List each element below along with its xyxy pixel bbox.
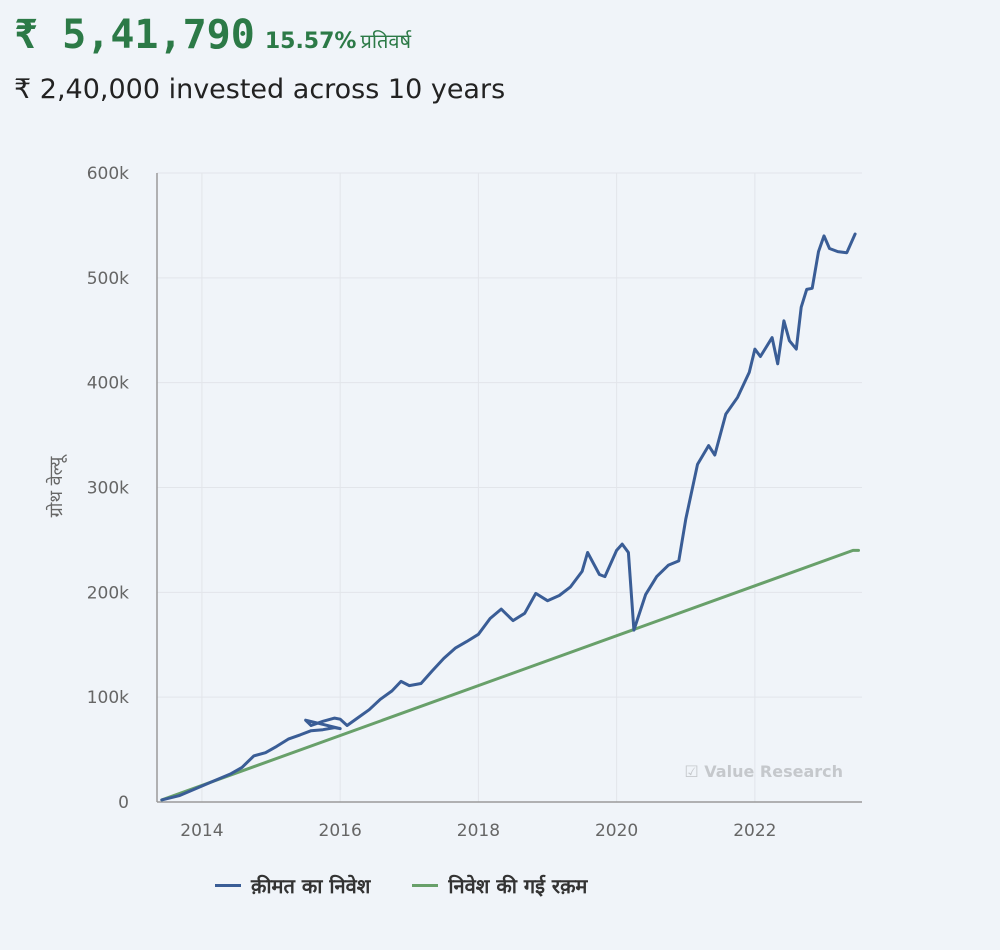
series-line-value xyxy=(160,232,857,802)
y-tick-label: 400k xyxy=(87,374,129,394)
legend: क़ीमत का निवेश निवेश की गई रक़म xyxy=(215,872,587,899)
annual-return: 15.57% प्रतिवर्ष xyxy=(265,27,411,54)
return-rate: 15.57% xyxy=(264,29,357,54)
y-tick-label: 500k xyxy=(87,269,129,289)
value-research-watermark: ☑ Value Research xyxy=(684,762,843,781)
y-tick-label: 0 xyxy=(118,793,129,813)
legend-label-value: क़ीमत का निवेश xyxy=(251,874,371,898)
current-value: ₹ 5,41,790 xyxy=(14,12,255,58)
x-tick-labels: 2014 2016 2018 2020 2022 xyxy=(180,821,776,841)
legend-swatch-value xyxy=(215,884,241,887)
legend-label-invested: निवेश की गई रक़म xyxy=(448,874,588,898)
y-tick-label: 600k xyxy=(87,164,129,184)
y-tick-labels: 0 100k 200k 300k 400k 500k 600k xyxy=(87,164,129,813)
y-axis-label: ग्रोथ वेल्यू xyxy=(45,454,67,518)
y-tick-label: 200k xyxy=(87,583,129,603)
axes xyxy=(156,173,862,803)
x-tick-label: 2014 xyxy=(180,821,223,841)
x-tick-label: 2022 xyxy=(733,821,776,841)
return-rate-suffix: प्रतिवर्ष xyxy=(360,29,412,53)
series-line-invested xyxy=(160,548,860,802)
legend-item-invested[interactable]: निवेश की गई रक़म xyxy=(412,872,587,899)
x-tick-label: 2020 xyxy=(595,821,638,841)
legend-item-value[interactable]: क़ीमत का निवेश xyxy=(215,872,370,899)
y-tick-label: 300k xyxy=(87,479,129,499)
x-tick-label: 2018 xyxy=(457,821,500,841)
y-tick-label: 100k xyxy=(87,688,129,708)
legend-swatch-invested xyxy=(412,884,439,887)
invested-summary: ₹ 2,40,000 invested across 10 years xyxy=(14,74,506,105)
grid-lines xyxy=(157,172,862,802)
x-tick-label: 2016 xyxy=(319,821,362,841)
series-lines xyxy=(160,232,860,802)
headline: ₹ 5,41,790 15.57% प्रतिवर्ष xyxy=(14,12,411,58)
